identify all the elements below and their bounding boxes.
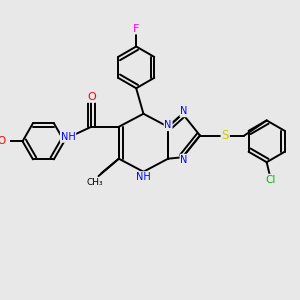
Text: CH₃: CH₃ <box>87 178 103 187</box>
Text: N: N <box>180 106 188 116</box>
Text: O: O <box>87 92 96 102</box>
Text: O: O <box>0 136 6 146</box>
Text: NH: NH <box>136 172 151 182</box>
Text: F: F <box>133 23 140 34</box>
Text: N: N <box>164 120 172 130</box>
Text: Cl: Cl <box>265 175 275 184</box>
Text: NH: NH <box>61 132 75 142</box>
Text: N: N <box>180 154 188 165</box>
Text: S: S <box>221 129 229 142</box>
